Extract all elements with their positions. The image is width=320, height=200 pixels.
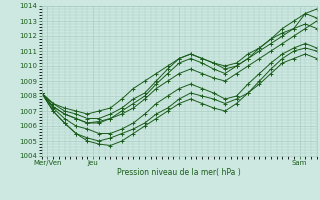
X-axis label: Pression niveau de la mer( hPa ): Pression niveau de la mer( hPa ) (117, 168, 241, 177)
